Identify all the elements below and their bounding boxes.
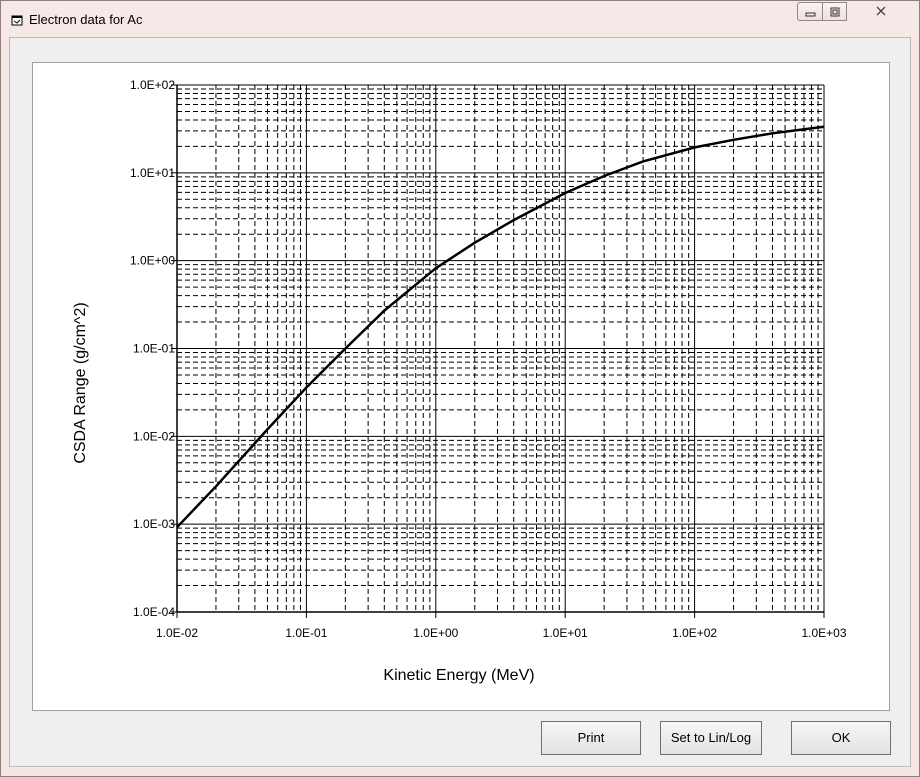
y-tick-label: 1.0E+01 xyxy=(130,166,175,180)
x-axis-label: Kinetic Energy (MeV) xyxy=(383,667,534,684)
window-title: Electron data for Ac xyxy=(29,12,143,27)
plot-panel: 1.0E+02 1.0E+01 1.0E+00 1.0E-01 1.0E-02 1.0E-… xyxy=(32,62,890,711)
y-axis-label: CSDA Range (g/cm^2) xyxy=(72,302,89,463)
print-button[interactable]: Print xyxy=(541,721,641,755)
title-bar[interactable]: Electron data for Ac xyxy=(1,1,919,37)
y-tick-label: 1.0E-02 xyxy=(133,429,175,443)
close-icon xyxy=(876,6,886,16)
x-tick-labels: 1.0E-02 1.0E-01 1.0E+00 1.0E+01 1.0E+02 1.0E+… xyxy=(156,612,847,640)
y-tick-label: 1.0E-04 xyxy=(133,605,175,619)
x-tick-label: 1.0E+02 xyxy=(672,626,717,640)
ok-button[interactable]: OK xyxy=(791,721,891,755)
window-app-icon xyxy=(11,14,23,26)
y-tick-labels: 1.0E+02 1.0E+01 1.0E+00 1.0E-01 1.0E-02 1.0E-… xyxy=(130,78,177,619)
y-tick-label: 1.0E-03 xyxy=(133,517,175,531)
maximize-button[interactable] xyxy=(822,2,847,21)
x-tick-label: 1.0E-01 xyxy=(285,626,327,640)
csda-range-chart: 1.0E+021.0E+011.0E+001.0E-011.0E-021.0E-… xyxy=(72,78,847,684)
y-tick-label: 1.0E-01 xyxy=(133,342,175,356)
minimize-icon xyxy=(805,12,816,17)
y-tick-label: 1.0E+00 xyxy=(130,254,175,268)
set-lin-log-button[interactable]: Set to Lin/Log xyxy=(660,721,762,755)
maximize-icon xyxy=(830,7,840,17)
close-button[interactable] xyxy=(846,2,915,21)
window-controls xyxy=(797,2,915,21)
x-tick-label: 1.0E+01 xyxy=(543,626,588,640)
x-tick-label: 1.0E-02 xyxy=(156,626,198,640)
y-tick-label: 1.0E+02 xyxy=(130,78,175,92)
minimize-button[interactable] xyxy=(797,2,823,21)
x-tick-label: 1.0E+00 xyxy=(413,626,458,640)
chart-grid xyxy=(177,84,825,612)
data-series-line xyxy=(176,125,825,529)
dialog-client-area: 1.0E+02 1.0E+01 1.0E+00 1.0E-01 1.0E-02 1.0E-… xyxy=(9,37,911,767)
x-tick-label: 1.0E+03 xyxy=(801,626,846,640)
